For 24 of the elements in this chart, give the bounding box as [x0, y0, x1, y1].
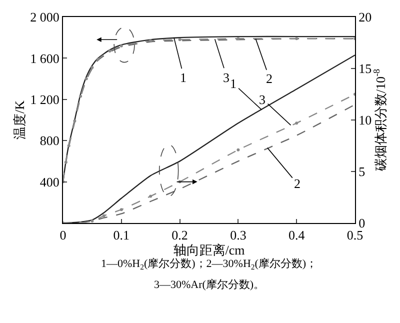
x-tick-label: 0.2	[172, 228, 188, 243]
x-tick-label: 0.1	[113, 228, 130, 243]
y2-tick-label: 20	[358, 10, 372, 25]
annotation: 3	[223, 70, 230, 85]
x-axis-title: 轴向距离/cm	[173, 242, 245, 258]
x-tick-label: 0	[60, 228, 66, 243]
text: 3—30%Ar(摩尔分数)。	[154, 278, 265, 291]
annotation: 2	[294, 176, 300, 191]
y2-tick-label: 10	[358, 112, 372, 128]
y-tick-label: 2 000	[30, 10, 60, 25]
text: 1—0%H$_{2}$(摩尔分数)；2—30%H$_{2}$(摩尔分数)；	[101, 257, 318, 272]
annotation: 1	[180, 70, 186, 85]
y2-tick-label: 5	[358, 164, 366, 180]
annotation: 2	[266, 71, 272, 86]
y-axis-title: 温度/K	[12, 100, 28, 140]
y-tick-label: 800	[40, 133, 60, 148]
annotation: 3	[259, 92, 266, 107]
y2-tick-label: 15	[358, 61, 372, 76]
y-tick-label: 400	[40, 174, 60, 190]
x-tick-label: 0.3	[230, 228, 246, 243]
y-tick-label: 1 600	[30, 50, 60, 66]
x-tick-label: 0.4	[288, 228, 306, 243]
y-tick-label: 1 200	[30, 92, 60, 107]
annotation: 1	[230, 76, 236, 91]
